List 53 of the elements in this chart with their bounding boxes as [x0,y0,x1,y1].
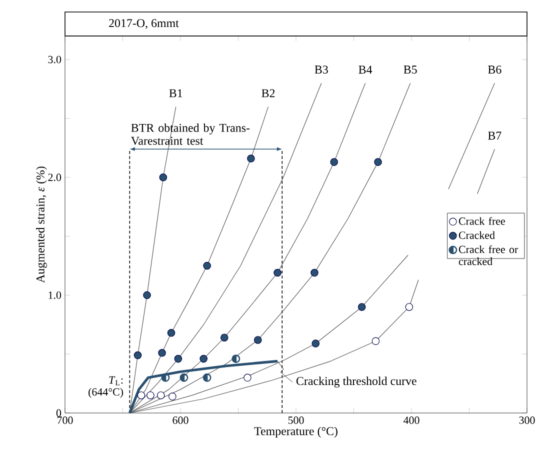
point [203,262,211,270]
y-axis-title: Augmented strain, ε (%) [36,166,47,283]
point [143,291,151,300]
x-tick-label: 300 [519,416,535,424]
point [405,303,414,311]
y-tick-label: 2.0 [48,174,62,182]
series-label: B2 [262,89,275,98]
point [180,373,188,382]
point [158,349,166,357]
point [374,158,382,166]
legend-label: Crack free or cracked [458,245,518,266]
point [244,374,252,382]
point [247,154,255,162]
point [274,268,282,277]
point [232,354,240,364]
x-tick-label: 600 [172,416,188,424]
y-tick-label: 0 [56,409,62,417]
point [168,392,176,400]
y-tick-label: 1.0 [48,291,62,299]
y-tick-label: 3.0 [48,56,62,64]
point [159,173,168,182]
series-label: B1 [169,89,182,98]
point [161,373,170,382]
point [358,303,366,311]
point [310,268,318,277]
annotation: T$_{L}$: (644°C) [88,376,124,398]
text: Cracking threshold curve [296,376,416,388]
point [330,158,338,166]
legend-label: Crack free [458,217,505,225]
point [137,391,146,400]
point [200,354,208,363]
x-tick-label: 400 [403,416,420,424]
point [134,351,142,360]
chart-title: 2017-O, 6mmt [109,19,179,29]
x-tick-label: 700 [57,416,73,424]
point [167,329,176,337]
point [146,391,154,400]
point [156,391,165,400]
x-tick-label: 500 [288,416,304,424]
legend-label: Cracked [458,231,495,239]
point [174,354,182,363]
series-label: B7 [488,132,502,140]
x-axis-title: Temperature (°C) [254,426,338,438]
series-label: B6 [488,66,502,74]
series-label: B3 [314,66,328,74]
point [220,334,228,342]
point [372,337,380,346]
series-label: B5 [404,66,417,74]
point [312,340,320,348]
point [254,336,262,344]
series-label: B4 [358,66,372,74]
annotation: BTR obtained by Trans-Varestraint test [131,123,250,145]
point [202,373,212,382]
